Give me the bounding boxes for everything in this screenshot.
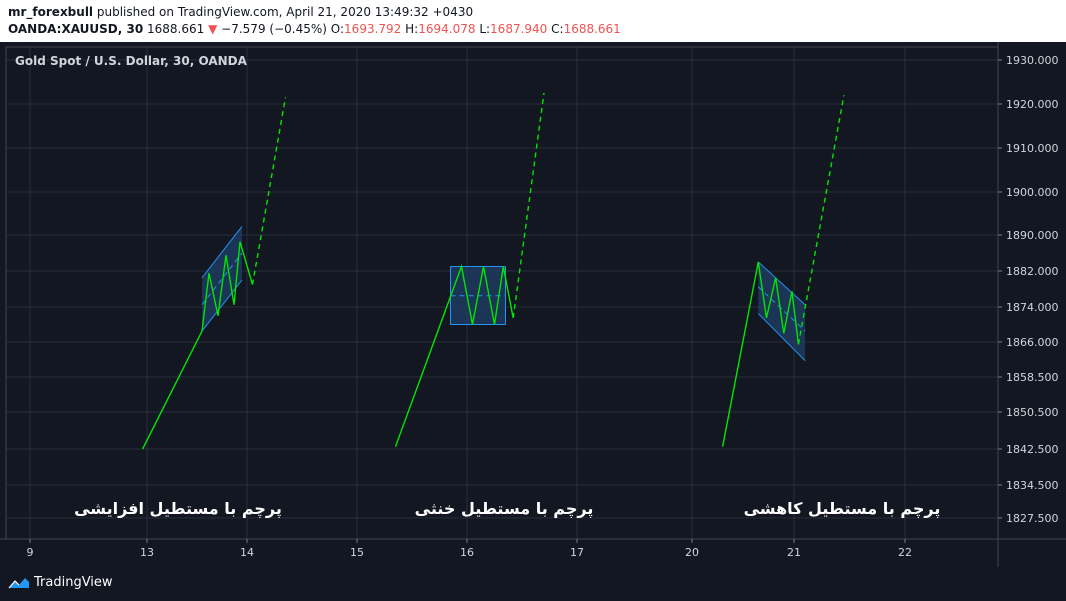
channel-upper-line: [757, 261, 806, 306]
price-chart[interactable]: 1930.000 1920.000 1910.000 1900.000 1890.000…: [0, 42, 1066, 567]
chart-area[interactable]: 1930.000 1920.000 1910.000 1900.000 1890.000…: [0, 42, 1066, 567]
down-arrow-icon: ▼: [208, 22, 218, 36]
high-label: H:: [405, 22, 419, 36]
y-tick-label: 1900.000: [1006, 186, 1059, 199]
x-tick-label: 9: [27, 546, 34, 559]
x-tick-label: 15: [350, 546, 364, 559]
y-tick-label: 1834.500: [1006, 479, 1059, 492]
pattern-annotation: پرچم با مستطیل خنثی: [415, 499, 594, 519]
y-tick-label: 1882.000: [1006, 265, 1059, 278]
close-label: C:: [551, 22, 564, 36]
pattern-annotation: پرچم با مستطیل افزایشی: [74, 499, 282, 519]
y-tick-label: 1930.000: [1006, 54, 1059, 67]
low-value: 1687.940: [490, 22, 548, 36]
y-tick-label: 1858.500: [1006, 371, 1059, 384]
y-tick-label: 1850.500: [1006, 406, 1059, 419]
open-value: 1693.792: [344, 22, 402, 36]
price-line-projection: [251, 97, 287, 285]
pattern-falling: [721, 95, 845, 447]
x-tick-label: 13: [140, 546, 154, 559]
chart-title: Gold Spot / U.S. Dollar, 30, OANDA: [15, 54, 248, 68]
pattern-neutral: [394, 92, 545, 447]
tradingview-brand[interactable]: TradingView: [8, 575, 113, 590]
channel-lower-line: [757, 313, 806, 362]
publish-info: mr_forexbull published on TradingView.co…: [8, 5, 473, 19]
x-tick-label: 20: [685, 546, 699, 559]
x-tick-label: 14: [240, 546, 254, 559]
pattern-rising: [141, 97, 287, 450]
open-label: O:: [330, 22, 345, 36]
low-label: L:: [479, 22, 491, 36]
price-line-solid: [721, 261, 800, 447]
y-tick-label: 1890.000: [1006, 229, 1059, 242]
publish-text: published on TradingView.com, April 21, …: [96, 5, 474, 19]
price-line-projection: [512, 92, 545, 319]
price-line-solid: [394, 263, 514, 447]
x-tick-label: 21: [787, 546, 801, 559]
channel-upper-line: [201, 226, 243, 279]
symbol-label: OANDA:XAUUSD, 30: [8, 22, 144, 36]
price-line-projection: [797, 95, 845, 345]
price-change: −7.579 (−0.45%): [221, 22, 327, 36]
footer: TradingView: [0, 567, 1066, 601]
x-tick-label: 22: [898, 546, 912, 559]
channel-midline: [757, 286, 806, 332]
price-line-solid: [141, 241, 254, 450]
last-price: 1688.661: [147, 22, 205, 36]
y-tick-label: 1910.000: [1006, 142, 1059, 155]
x-tick-label: 16: [460, 546, 474, 559]
pattern-annotation: پرچم با مستطیل کاهشی: [744, 499, 941, 519]
y-tick-label: 1920.000: [1006, 98, 1059, 111]
channel-fill: [758, 262, 806, 361]
brand-label: TradingView: [34, 575, 113, 590]
ohlc-legend: OANDA:XAUUSD, 30 1688.661 ▼ −7.579 (−0.4…: [8, 22, 621, 36]
channel-fill: [202, 226, 242, 332]
x-tick-label: 17: [570, 546, 584, 559]
channel-midline: [201, 252, 243, 306]
high-value: 1694.078: [418, 22, 476, 36]
y-tick-label: 1827.500: [1006, 512, 1059, 525]
y-tick-label: 1874.000: [1006, 301, 1059, 314]
y-tick-label: 1842.500: [1006, 443, 1059, 456]
y-tick-label: 1866.000: [1006, 336, 1059, 349]
close-value: 1688.661: [563, 22, 621, 36]
publish-header: mr_forexbull published on TradingView.co…: [0, 0, 1066, 42]
tradingview-logo-icon: [8, 577, 29, 588]
author-name[interactable]: mr_forexbull: [8, 5, 94, 19]
